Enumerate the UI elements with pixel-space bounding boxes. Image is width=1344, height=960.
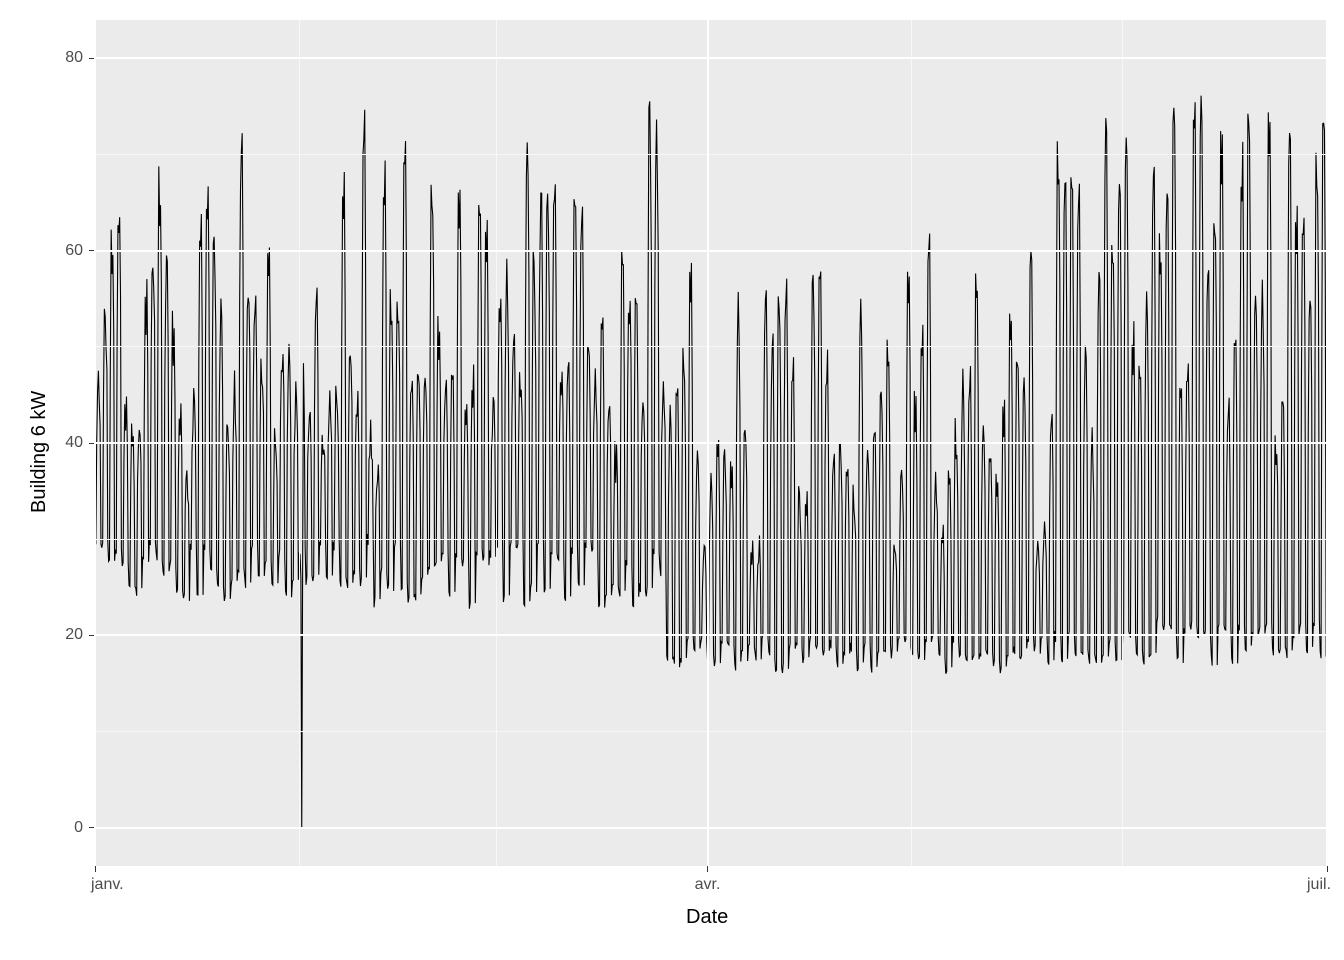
chart-container: Building 6 kW Date 020406080janv.avr.jui… — [0, 0, 1344, 960]
x-grid-major — [94, 20, 96, 866]
y-grid-major — [95, 634, 1327, 636]
y-tick-label: 40 — [65, 434, 83, 452]
y-tick-label: 60 — [65, 242, 83, 260]
x-tick-label: juil. — [1307, 876, 1331, 894]
y-grid-minor — [95, 731, 1327, 732]
y-tick-label: 20 — [65, 626, 83, 644]
x-tick-mark — [707, 866, 708, 872]
x-tick-mark — [95, 866, 96, 872]
y-grid-major — [95, 827, 1327, 829]
y-grid-minor — [95, 539, 1327, 540]
x-tick-mark — [1327, 866, 1328, 872]
power-series-line — [95, 96, 1333, 828]
chart-svg — [0, 0, 1344, 960]
y-grid-minor — [95, 346, 1327, 347]
y-tick-label: 80 — [65, 49, 83, 67]
y-tick-label: 0 — [74, 819, 83, 837]
x-tick-label: avr. — [695, 876, 721, 894]
y-grid-major — [95, 57, 1327, 59]
y-grid-minor — [95, 154, 1327, 155]
x-tick-label: janv. — [91, 876, 124, 894]
x-grid-major — [707, 20, 709, 866]
x-grid-major — [1326, 20, 1328, 866]
y-grid-major — [95, 442, 1327, 444]
y-grid-major — [95, 250, 1327, 252]
